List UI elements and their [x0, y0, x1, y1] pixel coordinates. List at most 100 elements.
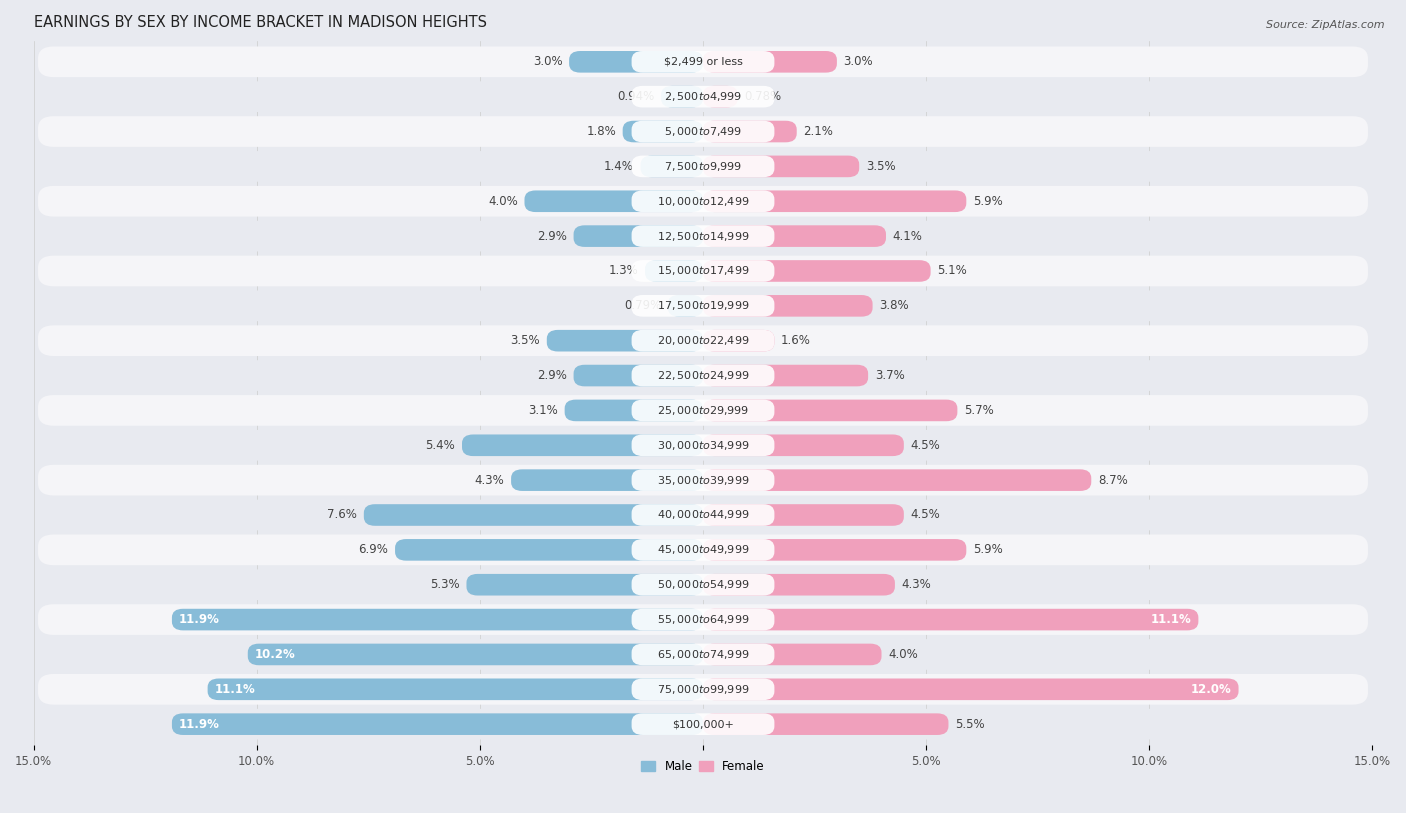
FancyBboxPatch shape: [569, 51, 703, 72]
Text: $50,000 to $54,999: $50,000 to $54,999: [657, 578, 749, 591]
FancyBboxPatch shape: [38, 290, 1368, 321]
FancyBboxPatch shape: [631, 155, 775, 177]
Text: 11.1%: 11.1%: [214, 683, 254, 696]
FancyBboxPatch shape: [38, 151, 1368, 182]
FancyBboxPatch shape: [364, 504, 703, 526]
FancyBboxPatch shape: [512, 469, 703, 491]
Text: $15,000 to $17,499: $15,000 to $17,499: [657, 264, 749, 277]
FancyBboxPatch shape: [703, 539, 966, 561]
FancyBboxPatch shape: [623, 120, 703, 142]
Text: 1.6%: 1.6%: [782, 334, 811, 347]
Text: 4.0%: 4.0%: [488, 195, 517, 208]
FancyBboxPatch shape: [703, 120, 797, 142]
Text: 5.9%: 5.9%: [973, 543, 1002, 556]
FancyBboxPatch shape: [631, 51, 775, 72]
FancyBboxPatch shape: [703, 644, 882, 665]
FancyBboxPatch shape: [565, 400, 703, 421]
FancyBboxPatch shape: [703, 260, 931, 282]
FancyBboxPatch shape: [463, 434, 703, 456]
FancyBboxPatch shape: [661, 86, 703, 107]
FancyBboxPatch shape: [631, 120, 775, 142]
Text: 0.78%: 0.78%: [745, 90, 782, 103]
Text: $65,000 to $74,999: $65,000 to $74,999: [657, 648, 749, 661]
FancyBboxPatch shape: [631, 225, 775, 247]
Text: $25,000 to $29,999: $25,000 to $29,999: [657, 404, 749, 417]
Text: 3.5%: 3.5%: [510, 334, 540, 347]
FancyBboxPatch shape: [631, 679, 775, 700]
FancyBboxPatch shape: [38, 569, 1368, 600]
FancyBboxPatch shape: [172, 713, 703, 735]
FancyBboxPatch shape: [703, 504, 904, 526]
FancyBboxPatch shape: [703, 51, 837, 72]
FancyBboxPatch shape: [38, 430, 1368, 461]
FancyBboxPatch shape: [703, 434, 904, 456]
FancyBboxPatch shape: [703, 190, 966, 212]
Text: 5.1%: 5.1%: [938, 264, 967, 277]
FancyBboxPatch shape: [547, 330, 703, 351]
Text: EARNINGS BY SEX BY INCOME BRACKET IN MADISON HEIGHTS: EARNINGS BY SEX BY INCOME BRACKET IN MAD…: [34, 15, 486, 30]
FancyBboxPatch shape: [703, 155, 859, 177]
Text: 11.9%: 11.9%: [179, 718, 219, 731]
Text: 2.9%: 2.9%: [537, 369, 567, 382]
Text: $10,000 to $12,499: $10,000 to $12,499: [657, 195, 749, 208]
Text: $40,000 to $44,999: $40,000 to $44,999: [657, 508, 749, 521]
Text: 5.7%: 5.7%: [965, 404, 994, 417]
Text: $45,000 to $49,999: $45,000 to $49,999: [657, 543, 749, 556]
FancyBboxPatch shape: [247, 644, 703, 665]
FancyBboxPatch shape: [703, 713, 949, 735]
Text: 6.9%: 6.9%: [359, 543, 388, 556]
FancyBboxPatch shape: [467, 574, 703, 596]
FancyBboxPatch shape: [631, 504, 775, 526]
Text: 5.4%: 5.4%: [426, 439, 456, 452]
Text: $5,000 to $7,499: $5,000 to $7,499: [664, 125, 742, 138]
FancyBboxPatch shape: [703, 330, 775, 351]
FancyBboxPatch shape: [172, 609, 703, 630]
FancyBboxPatch shape: [703, 295, 873, 316]
Text: $30,000 to $34,999: $30,000 to $34,999: [657, 439, 749, 452]
FancyBboxPatch shape: [631, 190, 775, 212]
FancyBboxPatch shape: [395, 539, 703, 561]
FancyBboxPatch shape: [38, 709, 1368, 740]
Text: $12,500 to $14,999: $12,500 to $14,999: [657, 229, 749, 242]
Text: 1.8%: 1.8%: [586, 125, 616, 138]
Text: 4.3%: 4.3%: [475, 474, 505, 487]
Text: 3.1%: 3.1%: [529, 404, 558, 417]
Text: $20,000 to $22,499: $20,000 to $22,499: [657, 334, 749, 347]
FancyBboxPatch shape: [703, 574, 894, 596]
FancyBboxPatch shape: [631, 539, 775, 561]
Text: 10.2%: 10.2%: [254, 648, 295, 661]
FancyBboxPatch shape: [38, 395, 1368, 426]
FancyBboxPatch shape: [38, 221, 1368, 251]
FancyBboxPatch shape: [668, 295, 703, 316]
Text: 4.3%: 4.3%: [901, 578, 931, 591]
Text: 3.7%: 3.7%: [875, 369, 904, 382]
FancyBboxPatch shape: [631, 434, 775, 456]
Text: 3.8%: 3.8%: [879, 299, 908, 312]
Text: 0.79%: 0.79%: [624, 299, 661, 312]
Text: 3.0%: 3.0%: [844, 55, 873, 68]
Text: 12.0%: 12.0%: [1191, 683, 1232, 696]
Text: 11.1%: 11.1%: [1152, 613, 1192, 626]
Text: $100,000+: $100,000+: [672, 720, 734, 729]
FancyBboxPatch shape: [703, 365, 868, 386]
FancyBboxPatch shape: [631, 469, 775, 491]
FancyBboxPatch shape: [631, 86, 775, 107]
Text: $22,500 to $24,999: $22,500 to $24,999: [657, 369, 749, 382]
FancyBboxPatch shape: [631, 644, 775, 665]
FancyBboxPatch shape: [703, 609, 1198, 630]
Text: $7,500 to $9,999: $7,500 to $9,999: [664, 160, 742, 173]
FancyBboxPatch shape: [38, 639, 1368, 670]
FancyBboxPatch shape: [703, 469, 1091, 491]
FancyBboxPatch shape: [208, 679, 703, 700]
Legend: Male, Female: Male, Female: [637, 755, 769, 778]
Text: 4.1%: 4.1%: [893, 229, 922, 242]
FancyBboxPatch shape: [38, 534, 1368, 565]
FancyBboxPatch shape: [38, 465, 1368, 495]
FancyBboxPatch shape: [631, 713, 775, 735]
FancyBboxPatch shape: [631, 365, 775, 386]
FancyBboxPatch shape: [703, 225, 886, 247]
FancyBboxPatch shape: [574, 365, 703, 386]
Text: 1.4%: 1.4%: [605, 160, 634, 173]
Text: 5.5%: 5.5%: [955, 718, 984, 731]
Text: Source: ZipAtlas.com: Source: ZipAtlas.com: [1267, 20, 1385, 30]
